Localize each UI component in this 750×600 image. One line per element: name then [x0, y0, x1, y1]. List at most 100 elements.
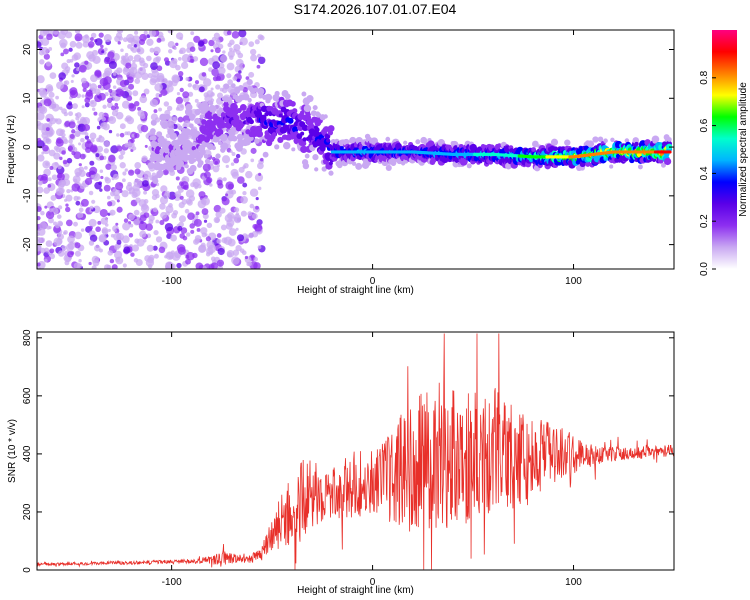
snr-y-axis-label: SNR (10 * v/v) — [7, 419, 18, 483]
noise-cell — [54, 118, 58, 122]
noise-cell — [164, 190, 170, 197]
noise-cell — [164, 255, 168, 259]
noise-cell — [89, 225, 93, 230]
ridge-cell — [277, 124, 282, 129]
noise-cell — [235, 50, 241, 55]
noise-cell — [194, 80, 200, 85]
noise-cell — [104, 67, 113, 76]
noise-cell — [182, 91, 190, 99]
noise-cell — [190, 229, 195, 234]
ridge-cell — [624, 138, 630, 143]
noise-cell — [115, 222, 119, 226]
ridge-cell — [306, 112, 311, 118]
noise-cell — [37, 137, 42, 143]
noise-cell — [176, 103, 185, 111]
noise-cell — [227, 50, 235, 58]
noise-cell — [94, 69, 102, 77]
noise-cell — [42, 144, 49, 152]
ridge-cell — [201, 119, 207, 125]
ridge-cell — [246, 79, 253, 86]
noise-cell — [189, 46, 196, 53]
noise-cell — [257, 245, 262, 250]
noise-cell — [57, 172, 65, 181]
noise-cell — [66, 58, 71, 64]
noise-cell — [146, 38, 154, 46]
noise-cell — [39, 59, 45, 65]
noise-cell — [66, 157, 73, 164]
ridge-cell — [208, 100, 214, 106]
noise-cell — [67, 241, 76, 250]
noise-cell — [229, 55, 234, 60]
ridge-cell — [204, 158, 211, 164]
snr-y-tick-label: 600 — [22, 387, 33, 404]
figure-title: S174.2026.107.01.07.E04 — [293, 1, 457, 17]
ridge-cell — [327, 125, 335, 132]
noise-cell — [93, 111, 98, 116]
noise-cell — [131, 46, 138, 53]
noise-cell — [133, 218, 140, 226]
noise-cell — [66, 188, 71, 194]
noise-cell — [84, 177, 93, 186]
ridge-cell — [165, 140, 171, 146]
ridge-cell — [283, 141, 291, 150]
noise-cell — [202, 163, 211, 172]
noise-cell — [219, 87, 224, 92]
noise-cell — [233, 43, 241, 52]
noise-cell — [201, 197, 210, 206]
noise-cell — [204, 233, 208, 237]
noise-cell — [58, 72, 66, 80]
ridge-cell — [258, 93, 264, 99]
noise-cell — [180, 181, 189, 190]
noise-cell — [160, 211, 168, 219]
noise-cell — [97, 220, 102, 225]
ridge-cell — [188, 113, 196, 120]
noise-cell — [120, 48, 124, 53]
noise-cell — [179, 195, 184, 200]
noise-cell — [253, 223, 263, 232]
noise-cell — [37, 227, 46, 236]
noise-cell — [37, 111, 45, 121]
noise-cell — [143, 239, 147, 243]
noise-cell — [175, 42, 179, 46]
noise-cell — [217, 92, 224, 99]
noise-cell — [200, 227, 208, 235]
noise-cell — [47, 184, 52, 188]
noise-cell — [106, 195, 111, 200]
noise-cell — [160, 88, 168, 96]
noise-cell — [55, 95, 59, 100]
noise-cell — [152, 207, 158, 213]
noise-cell — [85, 171, 92, 178]
noise-cell — [57, 31, 66, 40]
noise-cell — [156, 37, 162, 43]
noise-cell — [137, 47, 145, 55]
noise-cell — [142, 180, 149, 187]
noise-cell — [43, 187, 50, 194]
noise-cell — [99, 208, 108, 218]
noise-cell — [38, 87, 46, 96]
noise-cell — [249, 188, 259, 197]
noise-cell — [77, 212, 84, 219]
noise-cell — [140, 204, 150, 213]
noise-cell — [163, 101, 170, 107]
noise-cell — [256, 64, 261, 69]
ridge-cell — [610, 137, 615, 142]
noise-cell — [248, 71, 255, 78]
noise-cell — [202, 78, 212, 87]
noise-cell — [64, 80, 70, 86]
ridge-cell — [312, 154, 319, 161]
noise-cell — [198, 86, 205, 93]
noise-cell — [179, 36, 183, 41]
noise-cell — [111, 177, 115, 181]
noise-cell — [108, 116, 117, 125]
noise-cell — [89, 83, 98, 91]
colorbar-tick-label: 0.2 — [699, 214, 710, 228]
noise-cell — [117, 41, 121, 45]
noise-cell — [238, 30, 247, 38]
ridge-cell — [587, 140, 595, 148]
ridge-cell — [175, 139, 181, 145]
ridge-cell — [264, 112, 269, 117]
noise-cell — [217, 247, 225, 256]
ridge-cell — [321, 166, 327, 172]
ridge-cell — [597, 136, 604, 142]
ridge-cell — [230, 126, 237, 133]
